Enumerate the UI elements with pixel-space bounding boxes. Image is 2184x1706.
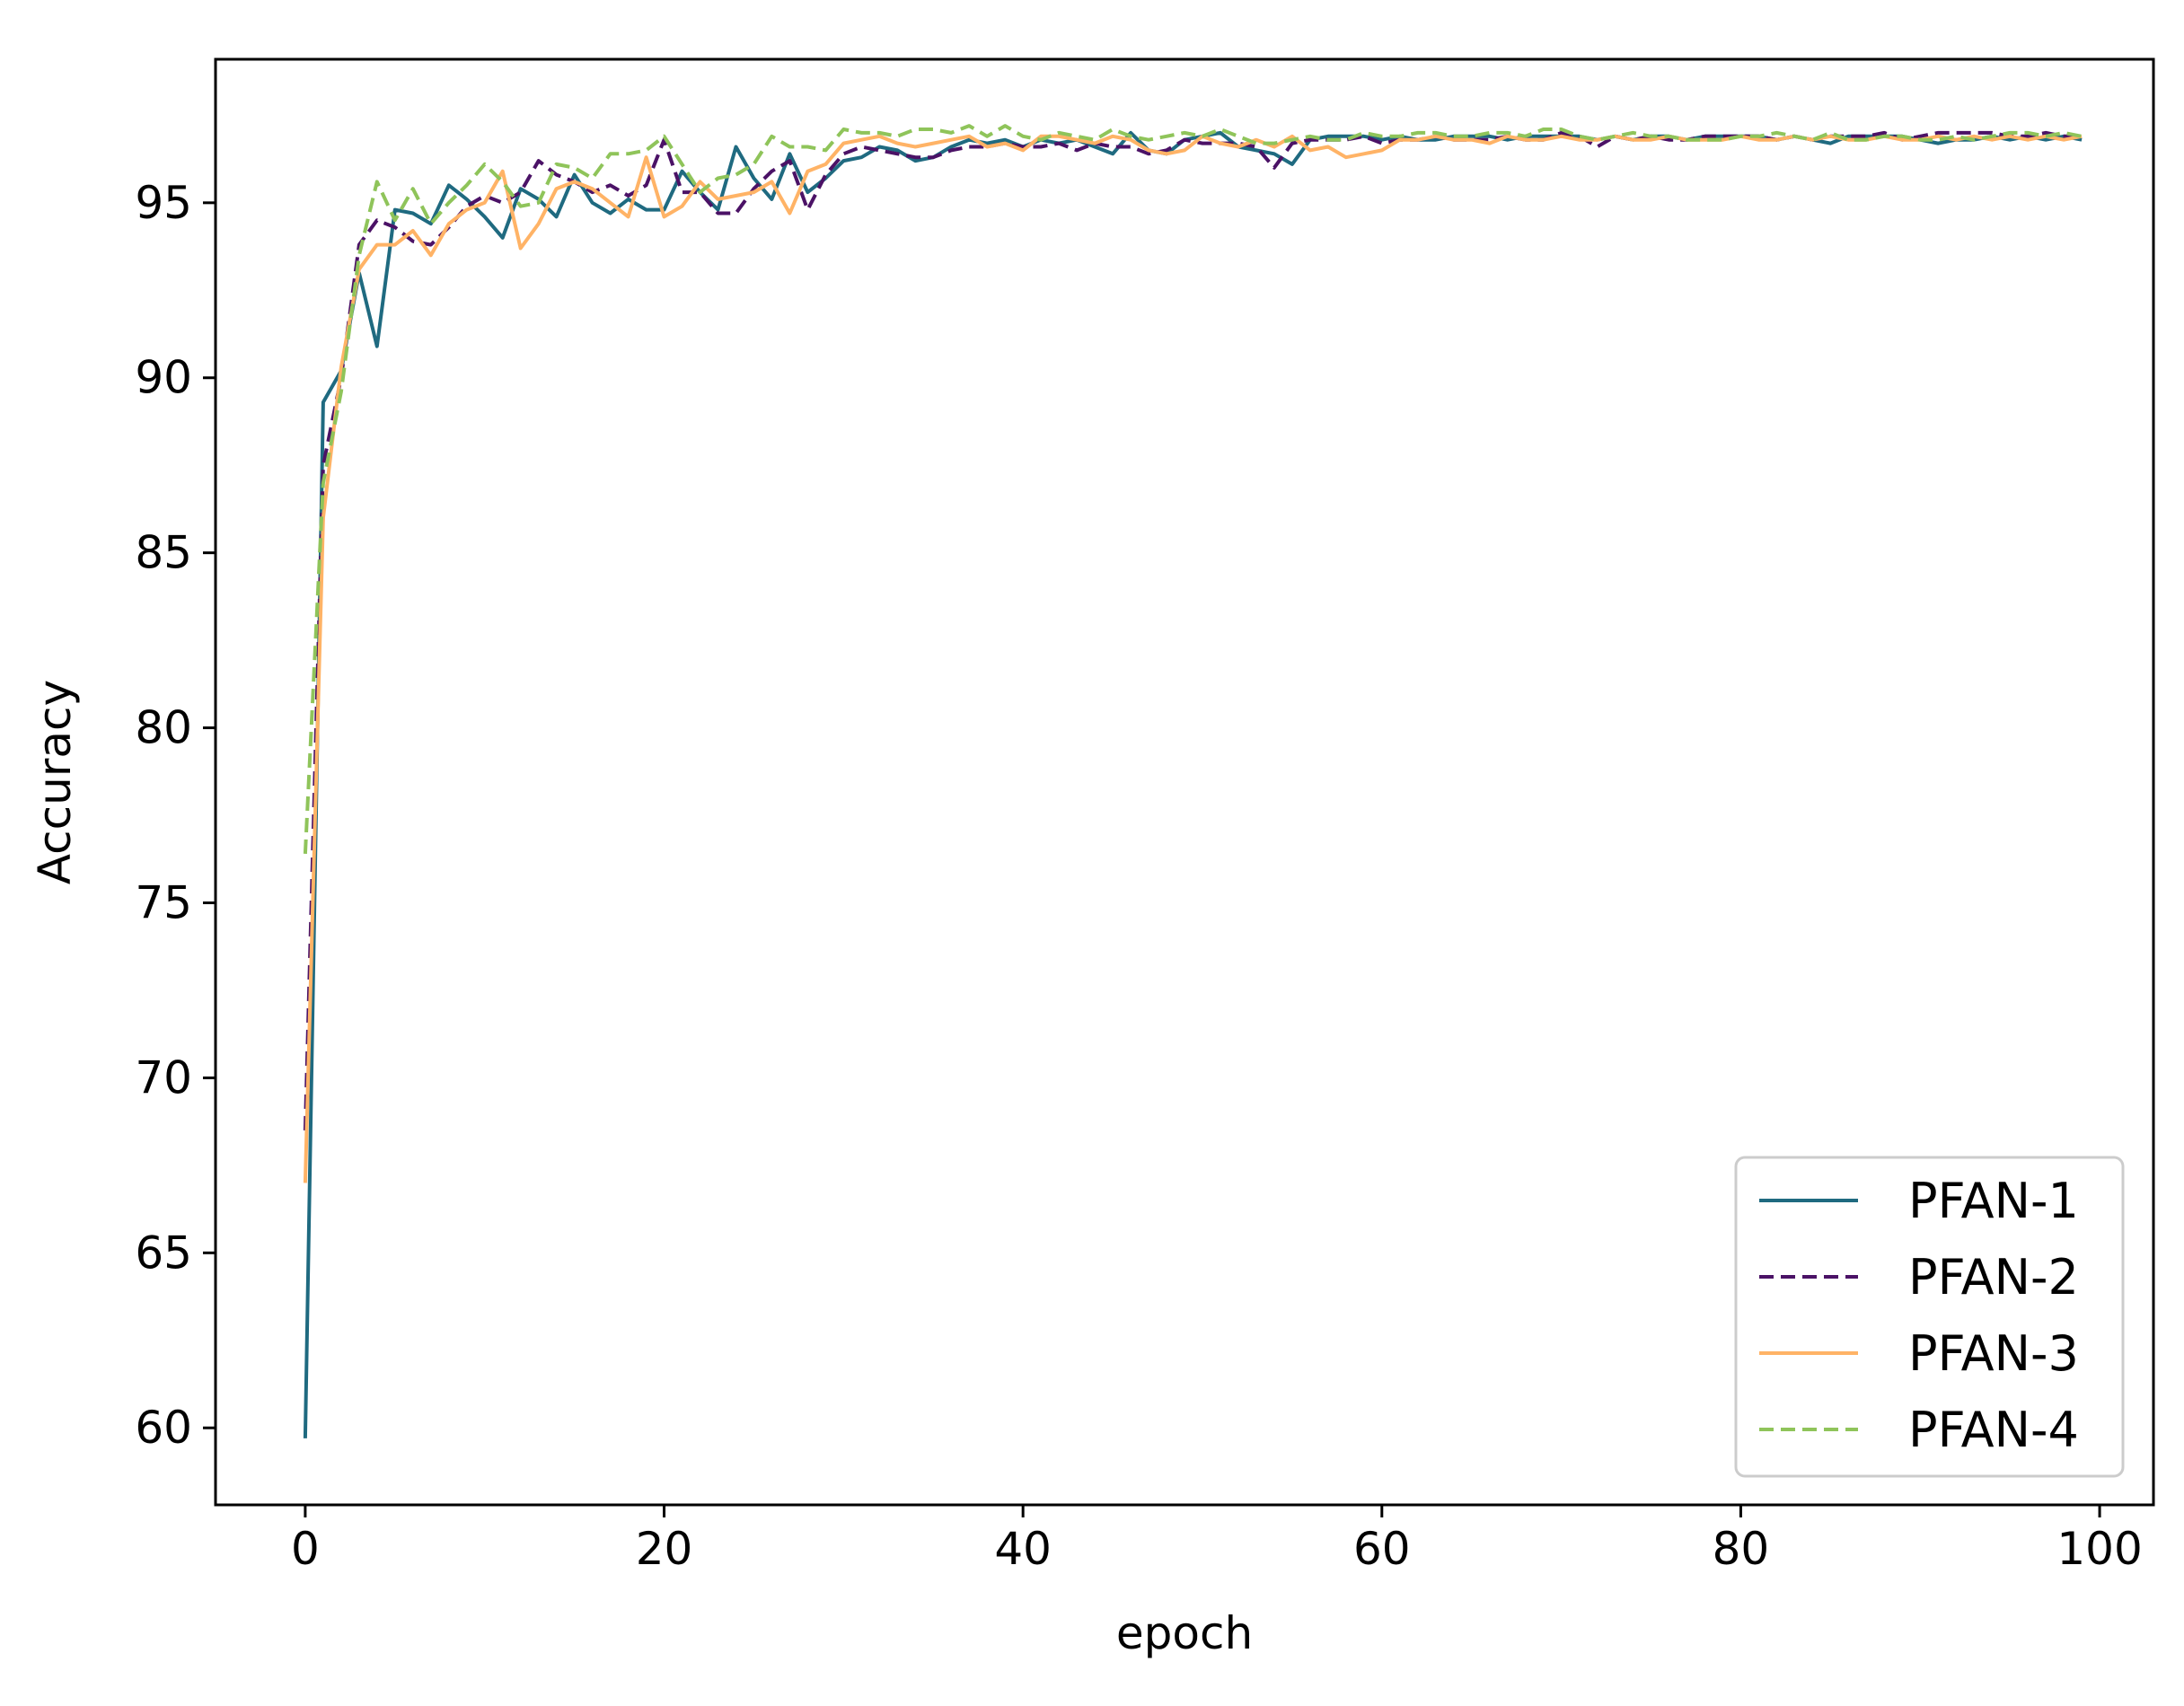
x-axis-label: epoch [1116,1607,1253,1659]
y-tick-label: 90 [135,352,192,404]
y-tick-label: 60 [135,1402,192,1454]
x-tick-label: 0 [291,1523,320,1575]
y-tick-label: 75 [135,876,192,928]
legend: PFAN-1 PFAN-2 PFAN-3 PFAN-4 [1734,1156,2125,1478]
x-axis-ticks: 0 20 40 60 80 100 [291,1505,2143,1575]
x-tick-label: 100 [2056,1523,2142,1575]
legend-label: PFAN-2 [1908,1249,2079,1306]
legend-label: PFAN-4 [1908,1402,2079,1458]
legend-label: PFAN-1 [1908,1173,2079,1229]
series-layer [303,124,2083,1438]
y-axis-ticks: 60 65 70 75 80 85 90 95 [135,177,216,1454]
series-line-pfan-4 [303,124,2083,854]
legend-label: PFAN-3 [1908,1325,2079,1382]
y-tick-label: 70 [135,1051,192,1104]
y-tick-label: 95 [135,177,192,229]
y-tick-label: 80 [135,702,192,754]
series-line-pfan-3 [303,134,2083,1183]
y-tick-label: 85 [135,527,192,579]
x-tick-label: 80 [1713,1523,1770,1575]
legend-box [1734,1156,2125,1478]
x-tick-label: 60 [1353,1523,1411,1575]
y-tick-label: 65 [135,1227,192,1279]
y-axis-label: Accuracy [29,680,81,884]
plot-frame [214,57,2155,1507]
x-tick-label: 20 [636,1523,693,1575]
x-tick-label: 40 [994,1523,1052,1575]
